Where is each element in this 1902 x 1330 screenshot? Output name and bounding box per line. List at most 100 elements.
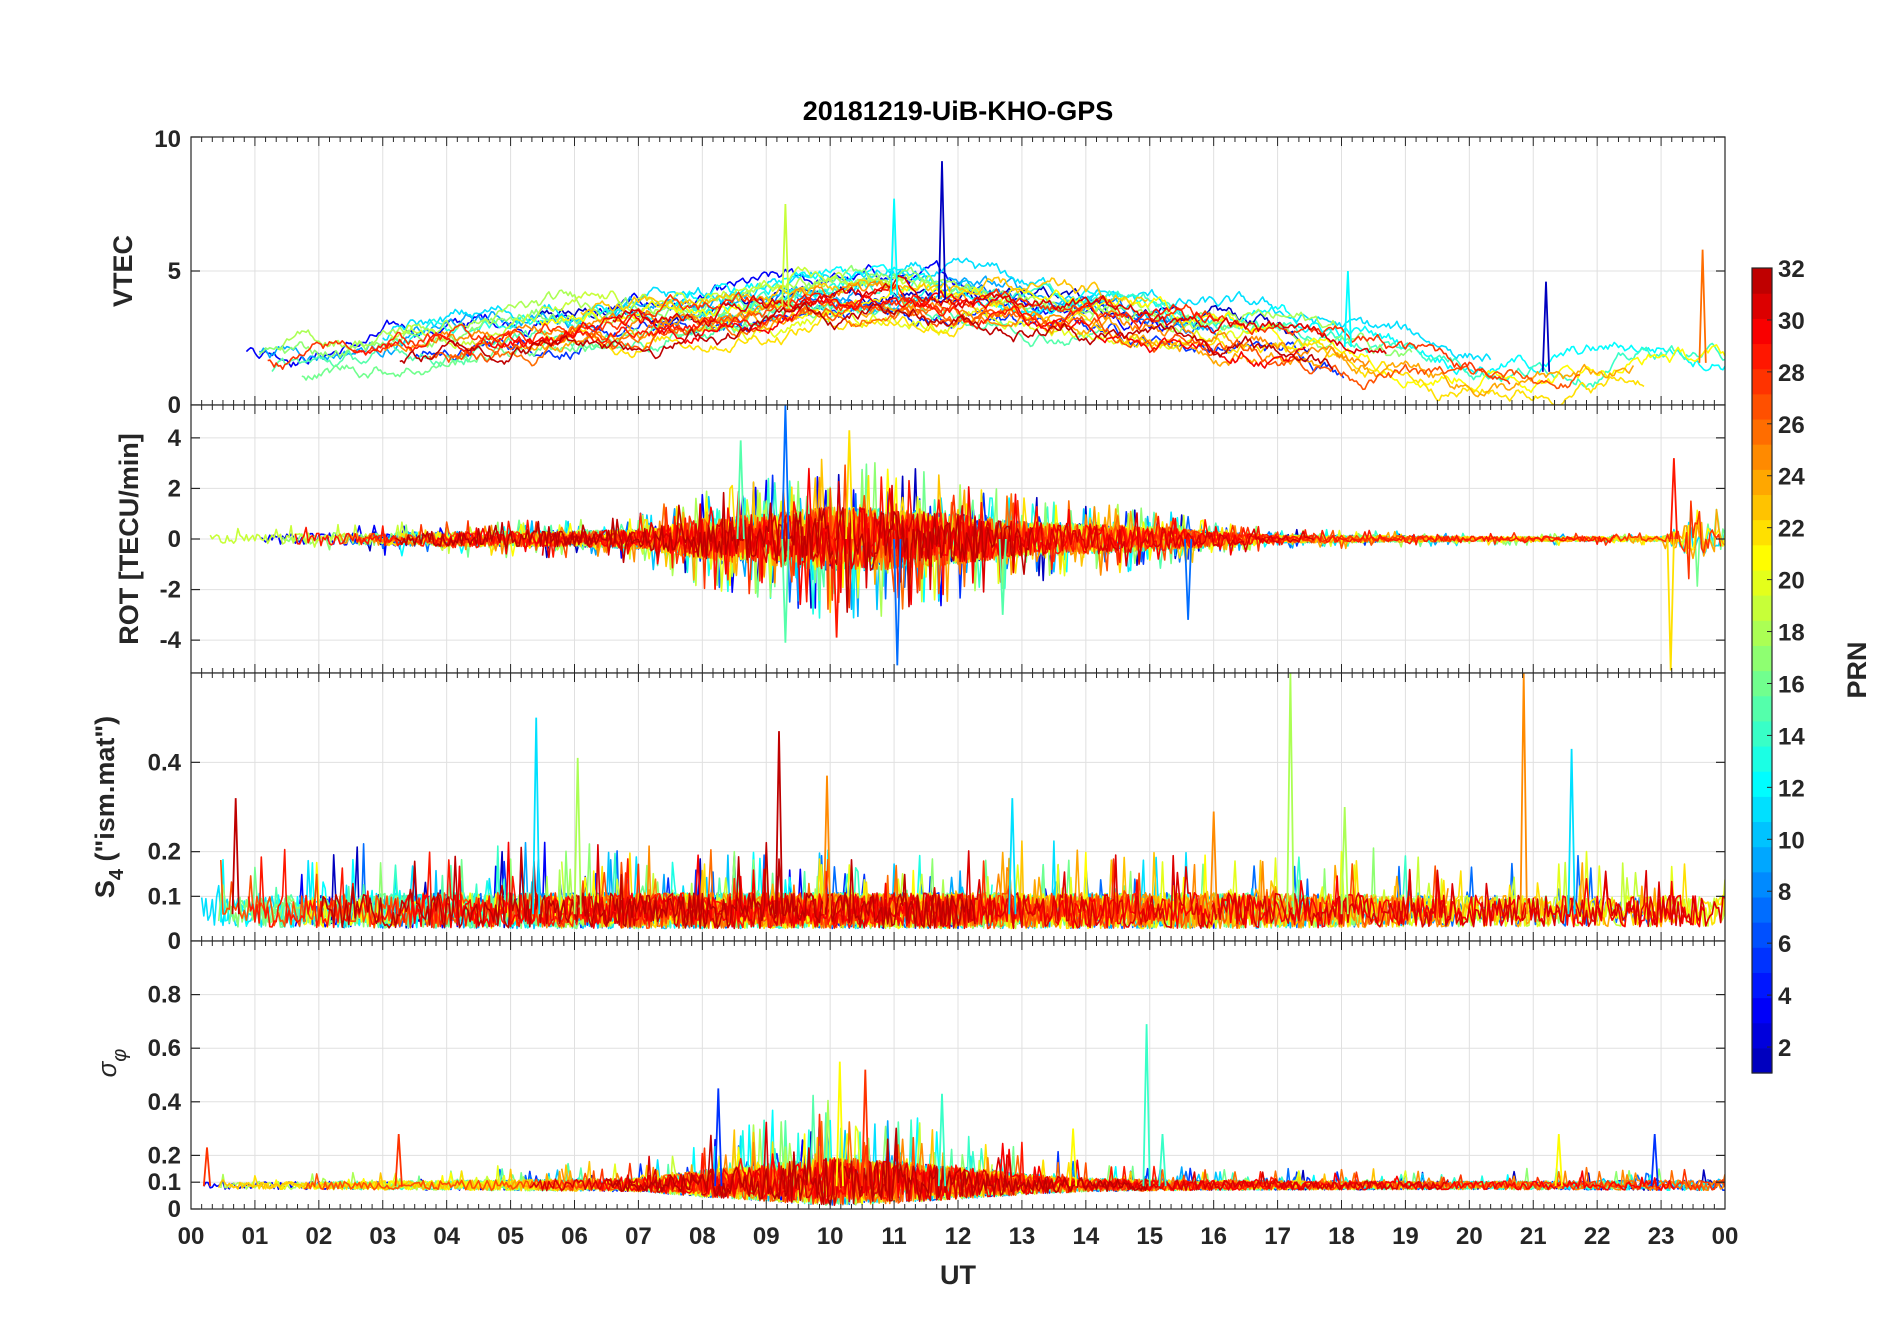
x-tick-label: 07 <box>625 1223 652 1250</box>
colorbar-segments <box>1752 268 1772 1074</box>
series-spike <box>1669 458 1678 540</box>
series-spike <box>202 1147 212 1187</box>
panel-vtec-ytick-label: 5 <box>168 258 181 285</box>
panel-sigma-phi-ytick-label: 0 <box>168 1196 181 1223</box>
colorbar-tick-label: 6 <box>1778 931 1791 958</box>
x-axis-label: UT <box>940 1260 976 1290</box>
series-spike <box>1184 538 1193 620</box>
x-tick-label: 20 <box>1456 1223 1483 1250</box>
panel-rot: -4 -2 0 2 4 ROT [TECU/min] <box>114 404 1726 674</box>
colorbar-segment <box>1752 595 1772 621</box>
series-spike <box>573 757 582 915</box>
series-spike <box>1142 1024 1151 1187</box>
x-tick-label: 06 <box>561 1223 588 1250</box>
colorbar-segment <box>1752 695 1772 722</box>
series-spike <box>1340 806 1349 915</box>
series-line-prn-31 <box>529 1121 1449 1206</box>
x-tick-label: 14 <box>1072 1223 1099 1250</box>
series-spike <box>861 1069 870 1187</box>
series-spike <box>998 538 1007 615</box>
colorbar-segment <box>1752 544 1772 571</box>
colorbar-segment <box>1752 871 1772 898</box>
panel-sigma-phi-ylabel-sub: φ <box>109 1049 131 1062</box>
colorbar-segment <box>1752 1022 1772 1049</box>
colorbar-tick-label: 22 <box>1778 516 1805 543</box>
x-tick-label: 15 <box>1136 1223 1163 1250</box>
panel-vtec-grid <box>191 137 1725 405</box>
series-spike <box>845 430 854 540</box>
series-spike <box>781 405 790 540</box>
series-spike <box>781 203 790 307</box>
panel-rot-ytick-label: 0 <box>168 526 181 553</box>
x-tick-label: 00 <box>178 1223 205 1250</box>
colorbar-segment <box>1752 418 1772 445</box>
series-line-prn-26 <box>448 306 1018 367</box>
colorbar-segment <box>1752 821 1772 848</box>
colorbar-tick-label: 30 <box>1778 308 1805 335</box>
colorbar-segment <box>1752 846 1772 873</box>
x-tick-label: 16 <box>1200 1223 1227 1250</box>
colorbar-label: PRN <box>1842 641 1872 698</box>
colorbar-segment <box>1752 796 1772 823</box>
series-spike <box>736 440 745 540</box>
series-line-prn-32 <box>395 491 1034 613</box>
panel-s4-ylabel-rest: ("ism.mat") <box>90 716 120 869</box>
series-spike <box>532 717 541 915</box>
series-line-prn-32 <box>399 301 1334 371</box>
colorbar-segment <box>1752 268 1772 294</box>
colorbar-segment <box>1752 771 1772 797</box>
series-line-prn-31 <box>575 843 1725 930</box>
series-spike <box>1698 249 1707 363</box>
series-spike <box>893 538 902 666</box>
colorbar-tick-label: 24 <box>1778 464 1805 491</box>
colorbar-tick-label: 12 <box>1778 775 1805 802</box>
x-tick-label: 02 <box>305 1223 332 1250</box>
panel-s4-plot-area <box>200 673 1725 930</box>
x-tick-label: 23 <box>1648 1223 1675 1250</box>
colorbar-tick-label: 8 <box>1778 879 1791 906</box>
x-tick-label: 12 <box>945 1223 972 1250</box>
series-spike <box>937 161 947 300</box>
series-line-prn-16 <box>301 303 842 381</box>
colorbar-segment <box>1752 519 1772 546</box>
series-spike <box>1666 538 1675 671</box>
colorbar-segment <box>1752 972 1772 999</box>
panel-s4-ytick-label: 0.1 <box>148 883 181 910</box>
series-line-prn-22 <box>537 306 1645 405</box>
series-spike <box>1158 1133 1167 1187</box>
panel-sigma-phi-ylabel-main: σ <box>92 1060 122 1077</box>
colorbar-segment <box>1752 318 1772 345</box>
x-tick-label: 11 <box>881 1223 906 1250</box>
x-tick-label: 13 <box>1009 1223 1036 1250</box>
x-tick-label: 05 <box>497 1223 524 1250</box>
x-tick-label: 22 <box>1584 1223 1611 1250</box>
x-tick-label: 00 <box>1712 1223 1739 1250</box>
panel-s4-ytick-label: 0 <box>168 928 181 955</box>
colorbar-tick-label: 32 <box>1778 256 1805 283</box>
series-spike <box>1650 1133 1659 1187</box>
x-tick-label: 19 <box>1392 1223 1419 1250</box>
colorbar-tick-label: 20 <box>1778 568 1805 595</box>
colorbar-segment <box>1752 393 1772 420</box>
series-spike <box>1343 270 1352 348</box>
panel-rot-ytick-label: -4 <box>160 627 182 654</box>
colorbar-tick-label: 28 <box>1778 360 1805 387</box>
x-tick-label: 10 <box>817 1223 844 1250</box>
series-line-prn-5 <box>413 301 1345 379</box>
colorbar-segment <box>1752 368 1772 395</box>
series-line-prn-23 <box>580 276 1149 316</box>
series-spike <box>714 1088 723 1187</box>
series-spike <box>774 731 784 915</box>
series-spike <box>1008 798 1017 915</box>
panel-s4-ylabel-sub: 4 <box>106 868 128 880</box>
series-line-prn-24 <box>514 292 1635 398</box>
panel-rot-ytick-label: 2 <box>168 475 181 502</box>
panel-rot-ticks: -4 -2 0 2 4 <box>160 405 1726 673</box>
series-spike <box>1567 748 1576 915</box>
series-spike <box>1519 673 1528 915</box>
series-spike <box>832 538 841 638</box>
colorbar-segment <box>1752 745 1772 772</box>
panel-sigma-phi-ytick-label: 0.8 <box>148 982 181 1009</box>
series-spike <box>1554 1133 1563 1187</box>
panel-sigma-phi-plot-area <box>202 1024 1725 1206</box>
